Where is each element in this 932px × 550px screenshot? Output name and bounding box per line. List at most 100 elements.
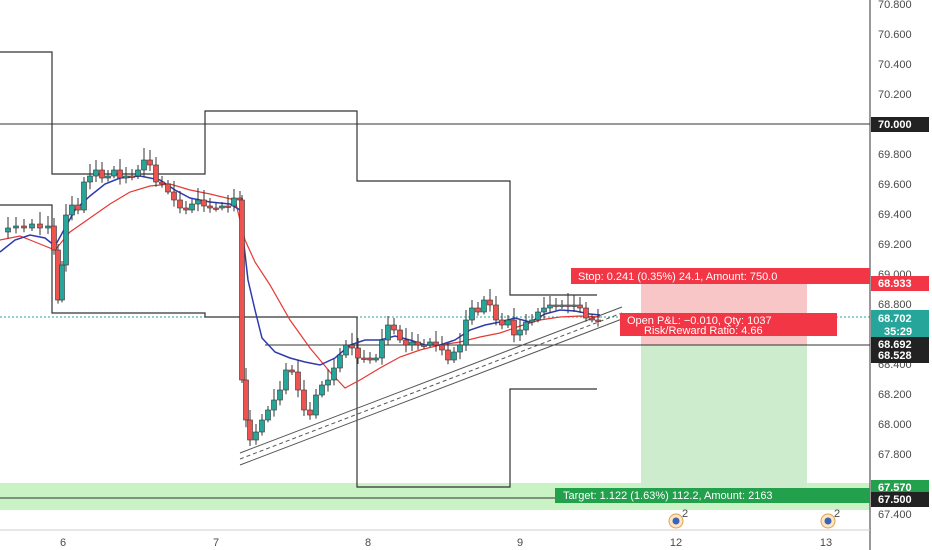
candle-body <box>45 225 51 229</box>
stop-label-box[interactable] <box>571 268 870 284</box>
candle-body <box>105 175 111 179</box>
candle-body <box>469 307 475 321</box>
price-tag-current: 68.702 35:29 <box>871 310 929 340</box>
candle-body <box>213 207 219 210</box>
candle-body <box>565 304 571 307</box>
price-tick-label: 70.200 <box>878 89 912 101</box>
candle-body <box>463 319 469 346</box>
candle-body <box>595 319 601 322</box>
candle-body <box>195 199 201 205</box>
candle-body <box>231 197 237 207</box>
stop-label: Stop: 0.241 (0.35%) 24.1, Amount: 750.0 <box>578 271 777 283</box>
price-tick-label: 69.200 <box>878 239 912 251</box>
pnl-label-box[interactable] <box>620 313 837 336</box>
candle-body <box>367 357 373 361</box>
candle-body <box>141 159 147 171</box>
price-tick-label: 69.600 <box>878 179 912 191</box>
candle-body <box>337 354 343 369</box>
candle-body <box>59 264 65 301</box>
candle-body <box>129 175 135 178</box>
candle-body <box>239 199 245 381</box>
candle-body <box>277 389 283 401</box>
earnings-icon[interactable]: 2 <box>820 508 840 529</box>
candle-body <box>433 341 439 346</box>
candle-body <box>325 379 331 386</box>
candle-body <box>547 304 553 309</box>
candle-body <box>427 341 433 346</box>
price-tag-70: 70.000 <box>871 117 929 132</box>
candle-body <box>397 329 403 341</box>
candle-body <box>475 307 481 313</box>
svg-text:68.933: 68.933 <box>878 278 912 290</box>
candle-body <box>201 199 207 207</box>
earnings-icon[interactable]: 2 <box>668 508 688 529</box>
candle-body <box>93 169 99 177</box>
rising-channel[interactable] <box>239 306 623 466</box>
candle-body <box>343 344 349 356</box>
rr-label: Risk/Reward Ratio: 4.66 <box>644 325 763 337</box>
price-tick-label: 67.400 <box>878 509 912 521</box>
candle-body <box>123 175 129 179</box>
candle-body <box>29 223 35 229</box>
candle-body <box>355 347 361 359</box>
time-tick-label: 13 <box>820 537 832 549</box>
price-tick-label: 68.200 <box>878 389 912 401</box>
candle-body <box>265 409 271 421</box>
svg-text:67.570: 67.570 <box>878 482 912 494</box>
candle-body <box>361 357 367 360</box>
candle-body <box>409 341 415 346</box>
candle-body <box>349 344 355 349</box>
candle-body <box>177 199 183 209</box>
price-tick-label: 70.400 <box>878 59 912 71</box>
candle-body <box>499 319 505 326</box>
price-tick-label: 70.800 <box>878 0 912 11</box>
price-tick-label: 70.600 <box>878 29 912 41</box>
candle-body <box>505 319 511 326</box>
candle-body <box>319 384 325 396</box>
svg-text:68.702: 68.702 <box>878 313 912 325</box>
svg-text:2: 2 <box>834 508 840 520</box>
target-zone <box>641 345 807 495</box>
candle-body <box>511 319 517 336</box>
candle-body <box>111 169 117 177</box>
candle-body <box>99 169 105 179</box>
candle-body <box>219 205 225 209</box>
candle-body <box>259 419 265 433</box>
candle-body <box>307 409 313 416</box>
candle-body <box>37 223 43 229</box>
candle-body <box>487 299 493 306</box>
price-tag-68528: 68.528 <box>871 348 929 363</box>
pnl-label: Open P&L: −0.010, Qty: 1037 <box>627 315 772 327</box>
candle-body <box>493 304 499 321</box>
time-tick-label: 12 <box>670 537 682 549</box>
price-tick-label: 67.800 <box>878 449 912 461</box>
svg-text:68.528: 68.528 <box>878 350 912 362</box>
target-label-box[interactable] <box>555 488 870 503</box>
candle-body <box>421 344 427 347</box>
daily-range-steps <box>0 51 597 488</box>
svg-text:70.000: 70.000 <box>878 119 912 131</box>
candle-body <box>225 205 231 208</box>
svg-text:2: 2 <box>682 508 688 520</box>
candle-body <box>403 339 409 346</box>
ma-slow-line <box>0 183 601 389</box>
candle-body <box>445 349 451 361</box>
candle-body <box>439 344 445 351</box>
price-axis[interactable] <box>870 0 932 550</box>
candle-body <box>135 169 141 177</box>
candle-body <box>373 357 379 361</box>
candle-body <box>183 207 189 211</box>
candle-body <box>529 319 535 323</box>
candle-body <box>379 339 385 359</box>
candle-body <box>517 329 523 336</box>
candle-body <box>5 227 11 233</box>
candle-body <box>75 204 81 211</box>
candle-body <box>13 225 19 229</box>
candle-body <box>559 304 565 307</box>
candle-body <box>165 183 171 193</box>
price-tick-label: 69.800 <box>878 149 912 161</box>
candles <box>5 148 601 446</box>
candle-body <box>301 389 307 411</box>
candle-body <box>69 204 75 216</box>
